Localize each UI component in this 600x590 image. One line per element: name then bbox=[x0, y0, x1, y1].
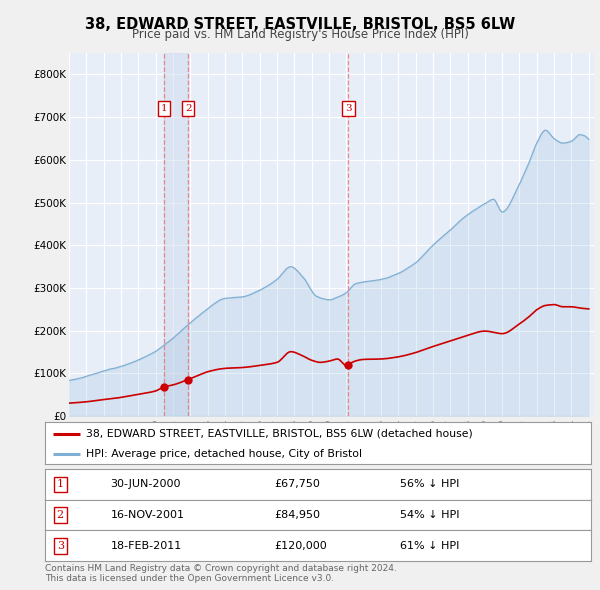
Text: 2: 2 bbox=[57, 510, 64, 520]
Text: Contains HM Land Registry data © Crown copyright and database right 2024.
This d: Contains HM Land Registry data © Crown c… bbox=[45, 564, 397, 584]
Text: 56% ↓ HPI: 56% ↓ HPI bbox=[400, 480, 459, 489]
Text: 38, EDWARD STREET, EASTVILLE, BRISTOL, BS5 6LW: 38, EDWARD STREET, EASTVILLE, BRISTOL, B… bbox=[85, 17, 515, 31]
Text: 30-JUN-2000: 30-JUN-2000 bbox=[110, 480, 181, 489]
Text: £84,950: £84,950 bbox=[274, 510, 320, 520]
Text: 1: 1 bbox=[57, 480, 64, 489]
Text: Price paid vs. HM Land Registry's House Price Index (HPI): Price paid vs. HM Land Registry's House … bbox=[131, 28, 469, 41]
Text: 3: 3 bbox=[57, 541, 64, 550]
Text: 54% ↓ HPI: 54% ↓ HPI bbox=[400, 510, 460, 520]
Text: HPI: Average price, detached house, City of Bristol: HPI: Average price, detached house, City… bbox=[86, 449, 362, 458]
Text: 2: 2 bbox=[185, 104, 191, 113]
Text: £67,750: £67,750 bbox=[274, 480, 320, 489]
Bar bbox=[164, 53, 188, 416]
Text: 3: 3 bbox=[345, 104, 352, 113]
Text: 61% ↓ HPI: 61% ↓ HPI bbox=[400, 541, 459, 550]
Text: £120,000: £120,000 bbox=[274, 541, 327, 550]
Text: 18-FEB-2011: 18-FEB-2011 bbox=[110, 541, 182, 550]
Text: 38, EDWARD STREET, EASTVILLE, BRISTOL, BS5 6LW (detached house): 38, EDWARD STREET, EASTVILLE, BRISTOL, B… bbox=[86, 429, 473, 439]
Text: 16-NOV-2001: 16-NOV-2001 bbox=[110, 510, 185, 520]
Text: 1: 1 bbox=[161, 104, 167, 113]
